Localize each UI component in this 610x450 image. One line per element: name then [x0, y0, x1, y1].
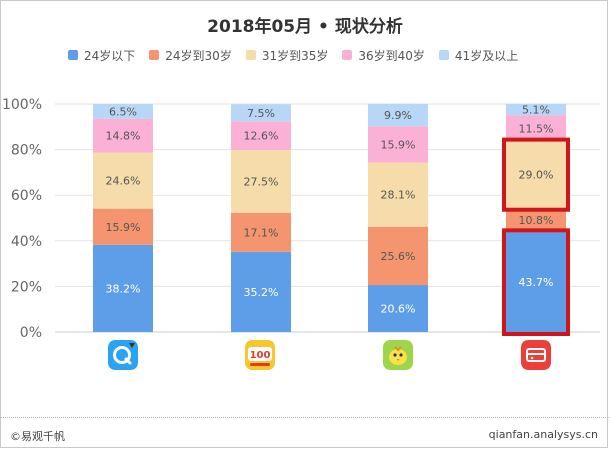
bar-segment — [93, 244, 153, 332]
data-label: 25.6% — [381, 250, 416, 263]
chart-legend: 24岁以下 24岁到30岁 31岁到35岁 36岁到40岁 41岁及以上 — [68, 46, 518, 64]
data-label: 15.9% — [381, 138, 416, 151]
data-label: 5.1% — [522, 104, 550, 117]
bar-segment — [93, 104, 153, 119]
bar-segment — [231, 212, 291, 252]
data-label: 6.5% — [109, 105, 137, 118]
legend-swatch — [342, 50, 353, 60]
data-label: 14.8% — [106, 130, 141, 143]
bar-segment — [368, 126, 428, 163]
data-label: 28.1% — [381, 189, 416, 202]
legend-swatch — [438, 50, 449, 60]
bar-segment — [93, 118, 153, 153]
bar-segment — [368, 162, 428, 227]
data-label: 24.6% — [106, 175, 141, 188]
data-label: 35.2% — [244, 286, 279, 299]
data-label: 7.5% — [247, 107, 275, 120]
bar-segment — [93, 208, 153, 245]
y-tick-label: 80% — [11, 143, 42, 159]
legend-label: 24岁到30岁 — [165, 48, 232, 63]
bar-segment — [506, 232, 566, 332]
chart-title: 2018年05月 • 现状分析 — [207, 17, 403, 37]
data-label: 17.1% — [244, 226, 279, 239]
legend-item-31-to-35: 31岁到35岁 — [245, 47, 329, 64]
bar-segment — [231, 104, 291, 122]
app-icon-red — [521, 340, 551, 370]
app-icon-chick — [383, 340, 413, 370]
footer-url: qianfan.analysys.cn — [488, 428, 598, 441]
legend-label: 31岁到35岁 — [261, 48, 329, 63]
y-tick-label: 20% — [11, 279, 42, 295]
bar-segment — [506, 115, 566, 142]
app-icon-search-q — [108, 340, 138, 370]
legend-label: 41岁及以上 — [454, 48, 519, 63]
legend-item-36-to-40: 36岁到40岁 — [342, 47, 425, 64]
y-tick-label: 40% — [11, 234, 42, 250]
legend-item-under-24: 24岁以下 — [68, 47, 135, 64]
data-label: 15.9% — [106, 221, 141, 234]
data-label: 20.6% — [381, 303, 416, 316]
legend-swatch — [68, 50, 78, 60]
legend-label: 24岁以下 — [84, 48, 136, 63]
y-tick-label: 60% — [11, 188, 42, 204]
app-icon-100-text: 100 — [250, 350, 271, 361]
legend-swatch — [149, 50, 160, 60]
highlight-box — [502, 137, 570, 212]
data-label: 29.0% — [519, 169, 554, 182]
highlight-box — [502, 228, 570, 336]
app-icon-100: 100 — [245, 340, 275, 370]
bar-segment — [231, 251, 291, 332]
data-label: 10.8% — [519, 214, 554, 227]
bar-segment — [93, 152, 153, 209]
bar-segment — [231, 150, 291, 213]
legend-swatch — [245, 50, 256, 60]
y-tick-label: 100% — [2, 97, 42, 113]
legend-item-41-plus: 41岁及以上 — [438, 47, 519, 64]
y-tick-label: 0% — [20, 325, 42, 341]
legend-item-24-to-30: 24岁到30岁 — [149, 47, 232, 64]
data-label: 38.2% — [106, 282, 141, 295]
bar-segment — [368, 226, 428, 286]
footer-source: ©易观千帆 — [10, 430, 65, 443]
data-label: 11.5% — [519, 123, 554, 136]
bar-segment — [231, 121, 291, 151]
bar-segment — [368, 103, 428, 127]
data-label: 9.9% — [384, 109, 412, 122]
bar-segment — [368, 285, 428, 332]
footer-divider — [0, 417, 610, 418]
legend-label: 36岁到40岁 — [358, 48, 425, 63]
data-label: 12.6% — [244, 130, 279, 143]
data-label: 27.5% — [244, 175, 279, 188]
data-label: 43.7% — [519, 276, 554, 289]
bar-segment — [506, 103, 566, 116]
bar-segment — [506, 141, 566, 208]
bar-segment — [506, 207, 566, 233]
